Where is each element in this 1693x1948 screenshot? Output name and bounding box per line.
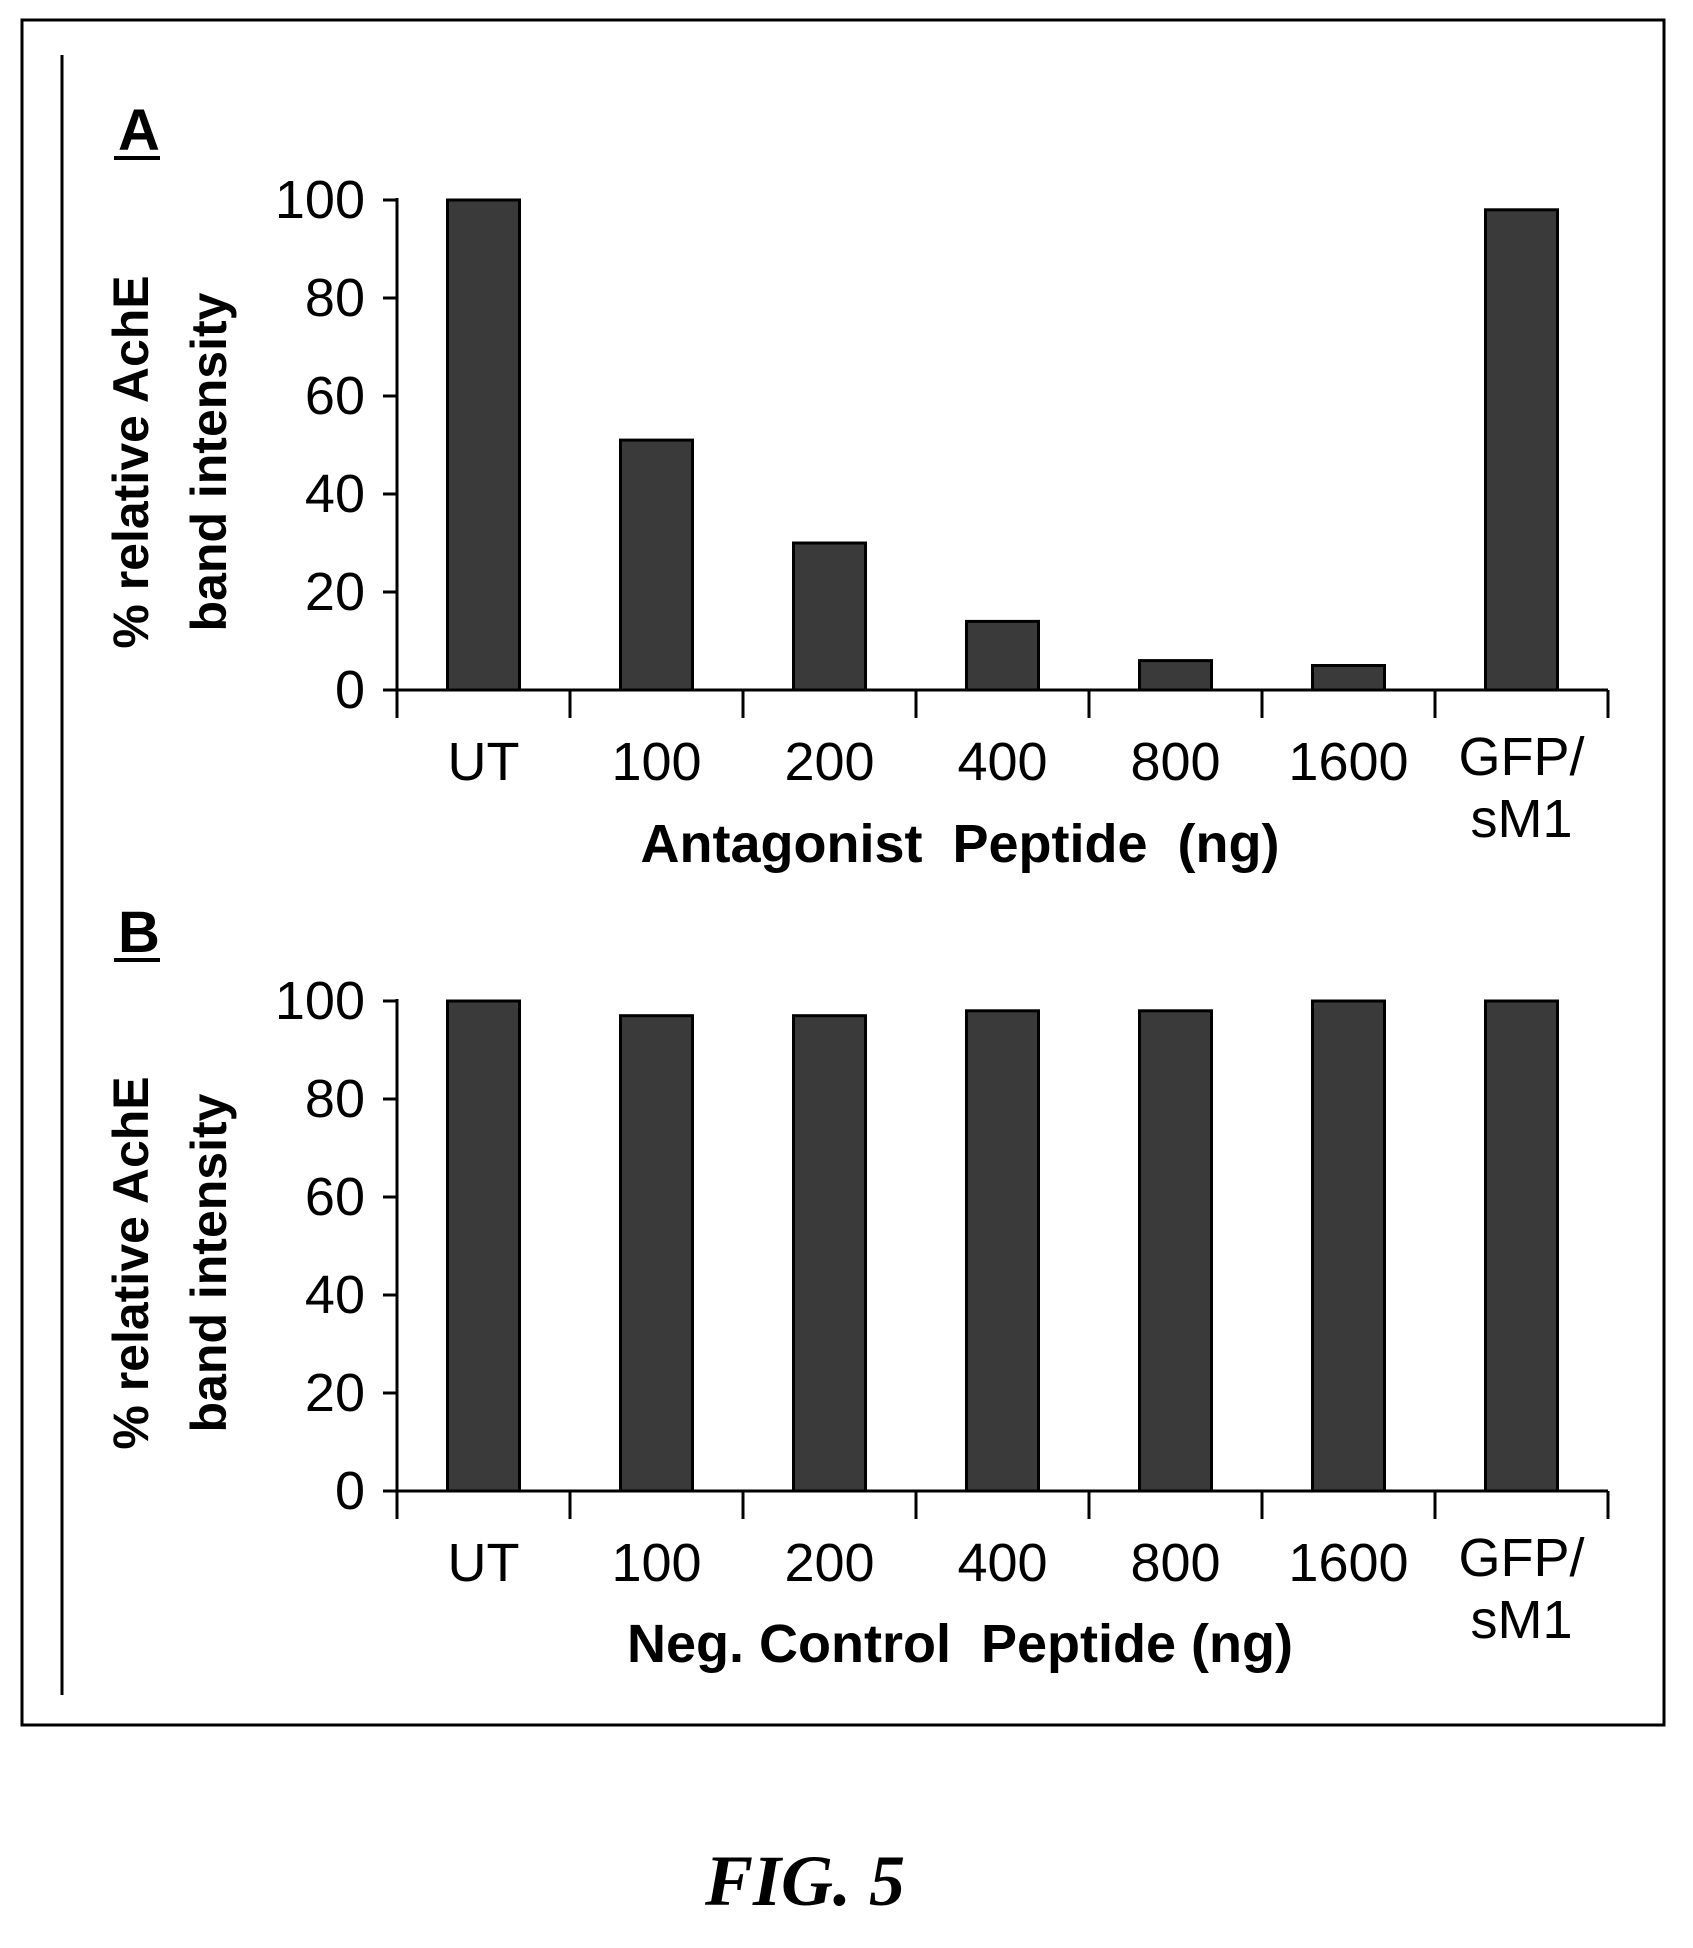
x-category-label: 200	[784, 732, 874, 792]
y-tick-label: 40	[305, 1265, 365, 1325]
bar-gfp-sm1	[1484, 999, 1559, 1493]
bar-ut	[446, 198, 521, 692]
x-category-label: 1600	[1288, 732, 1408, 792]
x-axis-title: Neg. Control Peptide (ng)	[627, 1614, 1293, 1674]
x-category-label: GFP/sM1	[1458, 1528, 1584, 1650]
x-category-label: UT	[448, 732, 520, 792]
bar-400	[965, 619, 1040, 692]
x-category-label: UT	[448, 1533, 520, 1593]
x-category-label: 800	[1130, 1533, 1220, 1593]
panel-label: B	[118, 900, 160, 965]
y-tick-label: 0	[335, 660, 365, 720]
bar-gfp-sm1	[1484, 208, 1559, 692]
y-tick-label: 80	[305, 268, 365, 328]
y-axis-title-line2: band intensity	[181, 1093, 237, 1432]
x-axis-title: Antagonist Peptide (ng)	[641, 814, 1280, 874]
bar-400	[965, 1009, 1040, 1493]
x-category-label: 400	[957, 732, 1047, 792]
bar-100	[619, 1014, 694, 1493]
bar-200	[792, 541, 867, 692]
bar-100	[619, 438, 694, 692]
y-tick-label: 20	[305, 1363, 365, 1423]
bar-800	[1138, 659, 1213, 692]
x-category-label: 100	[611, 732, 701, 792]
chart-panel-a: A 0 20 40 60 80 100 UT 100 200 400 800 1600 GFP/sM1 An…	[103, 98, 1610, 874]
bar-1600	[1311, 999, 1386, 1493]
figure-frame	[20, 18, 1666, 1727]
x-category-label: 200	[784, 1533, 874, 1593]
y-axis-title-line2: band intensity	[181, 292, 237, 631]
y-tick-label: 20	[305, 562, 365, 622]
y-tick-label: 40	[305, 464, 365, 524]
y-axis-title-line1: % relative AchE	[103, 275, 159, 648]
bar-200	[792, 1014, 867, 1493]
panel-label: A	[118, 98, 160, 163]
x-category-label: 400	[957, 1533, 1047, 1593]
y-tick-label: 60	[305, 366, 365, 426]
x-category-label: 100	[611, 1533, 701, 1593]
bar-ut	[446, 999, 521, 1493]
x-category-label: GFP/sM1	[1458, 727, 1584, 849]
bar-800	[1138, 1009, 1213, 1493]
y-tick-label: 60	[305, 1167, 365, 1227]
y-tick-label: 100	[275, 170, 365, 230]
x-category-label: 800	[1130, 732, 1220, 792]
figure-label: FIG. 5	[704, 1841, 905, 1921]
y-tick-label: 0	[335, 1461, 365, 1521]
bar-1600	[1311, 664, 1386, 692]
x-category-label: 1600	[1288, 1533, 1408, 1593]
chart-panel-b: B 0 20 40 60 80 100 UT 100 200 400 800 1600 GFP/sM1 Ne…	[103, 900, 1610, 1674]
y-axis-title-line1: % relative AchE	[103, 1076, 159, 1449]
y-tick-label: 100	[275, 971, 365, 1031]
y-tick-label: 80	[305, 1069, 365, 1129]
